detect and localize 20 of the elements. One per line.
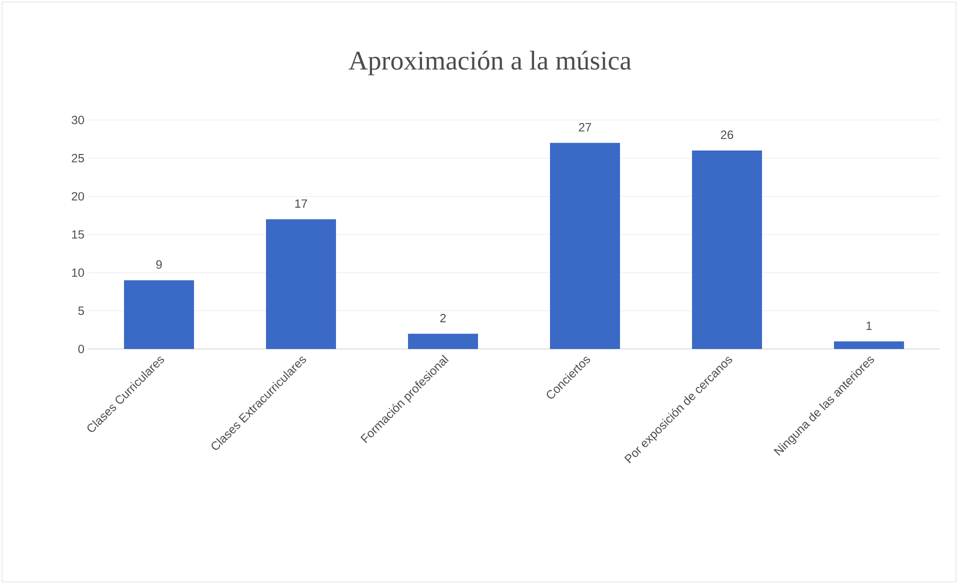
data-label: 17 [295, 199, 308, 208]
data-label: 1 [866, 322, 872, 330]
y-tick-label: 5 [78, 306, 84, 315]
data-label: 27 [578, 123, 592, 132]
bar [550, 142, 620, 349]
bar [408, 334, 478, 349]
bar [834, 341, 904, 349]
chart-title: Aproximación a la música [348, 50, 632, 76]
y-tick-label: 15 [72, 230, 84, 239]
bar [266, 219, 336, 349]
bar [124, 280, 194, 349]
y-tick-label: 20 [72, 192, 84, 201]
data-label: 2 [440, 314, 446, 322]
y-tick-label: 10 [72, 268, 84, 277]
bar [692, 150, 762, 349]
data-label: 26 [720, 130, 734, 139]
y-tick-label: 0 [78, 344, 84, 354]
y-tick-label: 30 [72, 116, 84, 124]
data-label: 9 [156, 260, 162, 269]
y-tick-label: 25 [72, 154, 84, 162]
